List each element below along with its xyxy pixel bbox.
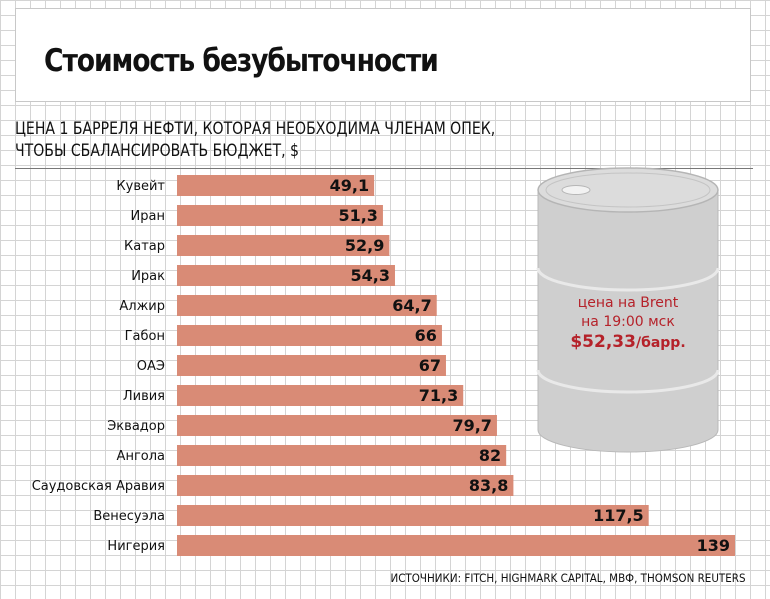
value-label: 71,3 [419, 386, 458, 405]
chart-title: Стоимость безубыточности [44, 43, 439, 79]
bar [177, 205, 383, 226]
barrel-body [537, 189, 719, 453]
bar [177, 355, 446, 376]
value-label: 51,3 [338, 206, 377, 225]
category-label: Габон [125, 329, 165, 344]
category-label: Саудовская Аравия [32, 479, 165, 494]
brent-price-line: $52,33/барр. [570, 332, 685, 352]
bar [177, 505, 649, 526]
barrel-rib-upper [536, 267, 720, 292]
value-label: 64,7 [392, 296, 431, 315]
barrel-rib-lower [536, 369, 720, 394]
brent-price-unit: /барр. [636, 335, 686, 351]
subtitle-line-2: ЧТОБЫ СБАЛАНСИРОВАТЬ БЮДЖЕТ, $ [15, 141, 300, 161]
bar [177, 445, 507, 466]
barrel-bung [561, 185, 591, 195]
category-label: ОАЭ [137, 359, 165, 374]
chart-subtitle: ЦЕНА 1 БАРРЕЛЯ НЕФТИ, КОТОРАЯ НЕОБХОДИМА… [15, 118, 659, 162]
bar [177, 385, 464, 406]
category-label: Ирак [131, 269, 165, 284]
value-label: 139 [697, 536, 730, 555]
brent-time-label: на 19:00 мск [581, 314, 675, 330]
category-label: Кувейт [116, 179, 165, 194]
value-label: 83,8 [469, 476, 508, 495]
value-label: 54,3 [350, 266, 389, 285]
bar [177, 175, 375, 196]
brent-label: цена на Brent [578, 295, 679, 311]
category-label: Алжир [119, 299, 165, 314]
category-label: Ливия [123, 389, 165, 404]
source-note: ИСТОЧНИКИ: FITCH, HIGHMARK CAPITAL, МВФ,… [390, 571, 746, 585]
bar [177, 535, 735, 556]
oil-barrel-illustration: цена на Brent на 19:00 мск $52,33/барр. [536, 167, 720, 453]
bars-layer: Кувейт 49,1 Иран 51,3 Катар 52,9 Ирак 54,3 Алжир… [32, 175, 735, 556]
bar [177, 235, 390, 256]
value-label: 67 [419, 356, 441, 375]
subtitle-line-1: ЦЕНА 1 БАРРЕЛЯ НЕФТИ, КОТОРАЯ НЕОБХОДИМА… [15, 119, 496, 139]
category-label: Иран [131, 209, 165, 224]
value-label: 82 [479, 446, 501, 465]
brent-price-value: $52,33 [570, 332, 636, 352]
bar [177, 325, 442, 346]
barrel-top [537, 167, 719, 213]
bar [177, 295, 437, 316]
value-label: 66 [415, 326, 437, 345]
barrel-top-inner [545, 172, 711, 208]
category-label: Катар [124, 239, 165, 254]
title-box: Стоимость безубыточности [15, 8, 751, 102]
value-label: 117,5 [593, 506, 644, 525]
value-label: 52,9 [345, 236, 384, 255]
category-label: Венесуэла [93, 509, 165, 524]
bar [177, 475, 514, 496]
bar [177, 265, 395, 286]
value-label: 79,7 [452, 416, 491, 435]
subtitle-divider [15, 168, 753, 169]
value-label: 49,1 [330, 176, 369, 195]
bar [177, 415, 497, 436]
category-label: Нигерия [107, 539, 165, 554]
category-label: Ангола [117, 449, 165, 464]
category-label: Эквадор [107, 419, 165, 434]
